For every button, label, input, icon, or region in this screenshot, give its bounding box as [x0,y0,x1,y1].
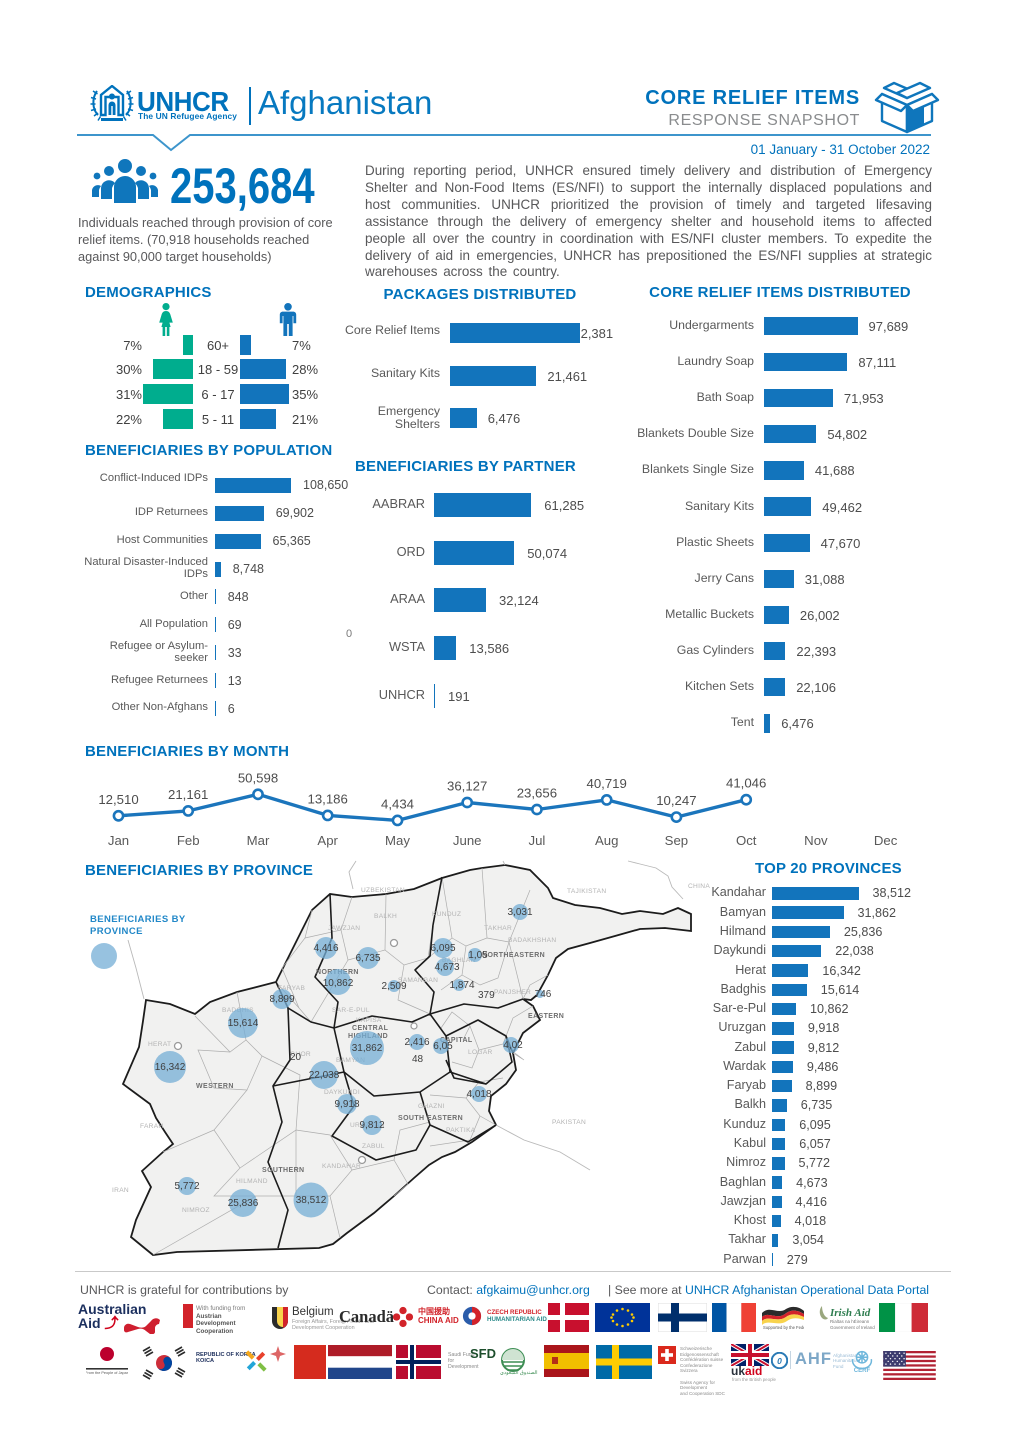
svg-text:PROVINCE: PROVINCE [90,926,143,937]
svg-text:10,247: 10,247 [656,793,696,808]
svg-text:746: 746 [535,989,552,1000]
svg-text:WESTERN: WESTERN [196,1083,234,1090]
svg-text:1,874: 1,874 [449,980,474,991]
svg-text:23,656: 23,656 [517,786,557,801]
svg-text:6,05: 6,05 [433,1041,453,1052]
svg-text:4,434: 4,434 [381,796,414,811]
svg-text:From the People of Japan: From the People of Japan [86,1371,128,1375]
svg-text:31,862: 31,862 [352,1043,383,1054]
svg-text:HILMAND: HILMAND [236,1178,268,1185]
svg-text:SOUTHERN: SOUTHERN [262,1167,304,1174]
svg-text:FARYAB: FARYAB [278,985,306,992]
svg-text:Sep: Sep [665,833,688,848]
svg-text:Government of Ireland: Government of Ireland [830,1325,875,1330]
svg-text:41,046: 41,046 [726,776,766,791]
svg-text:BAMYAN: BAMYAN [336,1057,365,1064]
svg-text:Feb: Feb [177,833,200,848]
svg-text:BENEFICIARIES BY: BENEFICIARIES BY [90,914,186,925]
svg-text:SOUTH EASTERN: SOUTH EASTERN [398,1115,463,1122]
svg-text:4,02: 4,02 [503,1040,523,1051]
svg-text:Jan: Jan [108,833,129,848]
svg-text:KAPISA: KAPISA [356,1017,382,1024]
svg-text:Apr: Apr [317,833,338,848]
svg-text:50,598: 50,598 [238,770,278,785]
svg-text:UZBEKISTAN: UZBEKISTAN [361,887,405,894]
svg-text:Rialtas na hÉireann: Rialtas na hÉireann [830,1318,870,1324]
svg-text:6,735: 6,735 [355,953,380,964]
svg-text:6,095: 6,095 [430,943,455,954]
svg-text:9,812: 9,812 [359,1120,384,1131]
svg-text:JAWZJAN: JAWZJAN [328,925,360,932]
svg-text:Aug: Aug [595,833,618,848]
svg-text:379: 379 [478,990,495,1001]
svg-text:BALKH: BALKH [374,913,397,920]
svg-text:3,031: 3,031 [507,907,532,918]
svg-text:4,673: 4,673 [434,962,459,973]
svg-text:PAKISTAN: PAKISTAN [552,1119,586,1126]
svg-text:38,512: 38,512 [296,1195,327,1206]
svg-text:TAJIKISTAN: TAJIKISTAN [567,888,606,895]
svg-text:CHINA: CHINA [688,883,710,890]
svg-text:20: 20 [290,1052,302,1063]
svg-text:40,719: 40,719 [587,776,627,791]
svg-text:13,186: 13,186 [308,791,348,806]
svg-text:15,614: 15,614 [228,1018,259,1029]
svg-text:Dec: Dec [874,833,898,848]
svg-text:4,416: 4,416 [313,943,338,954]
svg-text:9,918: 9,918 [334,1099,359,1110]
svg-text:CERF: CERF [854,1368,871,1374]
svg-text:5,772: 5,772 [174,1181,199,1192]
svg-text:EASTERN: EASTERN [528,1013,564,1020]
svg-text:SAR-E-PUL: SAR-E-PUL [332,1007,370,1014]
svg-text:22,038: 22,038 [309,1070,340,1081]
svg-text:48: 48 [412,1054,424,1065]
svg-text:Mar: Mar [247,833,270,848]
svg-text:IRAN: IRAN [112,1187,129,1194]
svg-text:Nov: Nov [804,833,828,848]
svg-text:36,127: 36,127 [447,779,487,794]
svg-text:GHOR: GHOR [290,1051,311,1058]
svg-text:HERAT: HERAT [148,1041,171,1048]
svg-text:NIMROZ: NIMROZ [182,1207,210,1214]
svg-text:8,899: 8,899 [269,994,294,1005]
svg-text:KUNDUZ: KUNDUZ [432,911,461,918]
svg-text:2,509: 2,509 [381,981,406,992]
svg-text:BADAKHSHAN: BADAKHSHAN [508,937,556,944]
svg-text:TAKHAR: TAKHAR [484,925,512,932]
svg-text:SAMANGAN: SAMANGAN [398,977,438,984]
svg-text:May: May [385,833,410,848]
svg-text:21,161: 21,161 [168,787,208,802]
svg-text:10,862: 10,862 [323,978,354,989]
svg-text:0: 0 [777,1356,782,1366]
svg-text:Supported by the Federal Repub: Supported by the Federal Republic of Ger… [763,1325,804,1330]
svg-text:16,342: 16,342 [155,1062,186,1073]
svg-text:NORTHEASTERN: NORTHEASTERN [482,952,545,959]
svg-text:FARAH: FARAH [140,1123,163,1130]
svg-text:DAYKUNDI: DAYKUNDI [324,1089,360,1096]
svg-text:CENTRAL: CENTRAL [352,1025,389,1032]
svg-text:PANJSHER: PANJSHER [494,989,531,996]
svg-text:Oct: Oct [736,833,757,848]
svg-text:Irish Aid: Irish Aid [829,1307,871,1319]
svg-text:KANDAHAR: KANDAHAR [322,1163,361,1170]
svg-text:PAKTIKA: PAKTIKA [446,1127,476,1134]
svg-text:Jul: Jul [528,833,545,848]
svg-text:12,510: 12,510 [98,792,138,807]
svg-text:ZABUL: ZABUL [362,1143,385,1150]
svg-text:CAPITAL: CAPITAL [440,1037,473,1044]
svg-text:BAGHLAN: BAGHLAN [442,957,476,964]
svg-text:June: June [453,833,482,848]
svg-text:2,416: 2,416 [404,1037,429,1048]
svg-text:25,836: 25,836 [228,1198,259,1209]
svg-text:4,018: 4,018 [466,1089,491,1100]
svg-text:GHAZNI: GHAZNI [418,1103,445,1110]
svg-text:LOGAR: LOGAR [468,1049,493,1056]
svg-text:1,05: 1,05 [468,950,488,961]
